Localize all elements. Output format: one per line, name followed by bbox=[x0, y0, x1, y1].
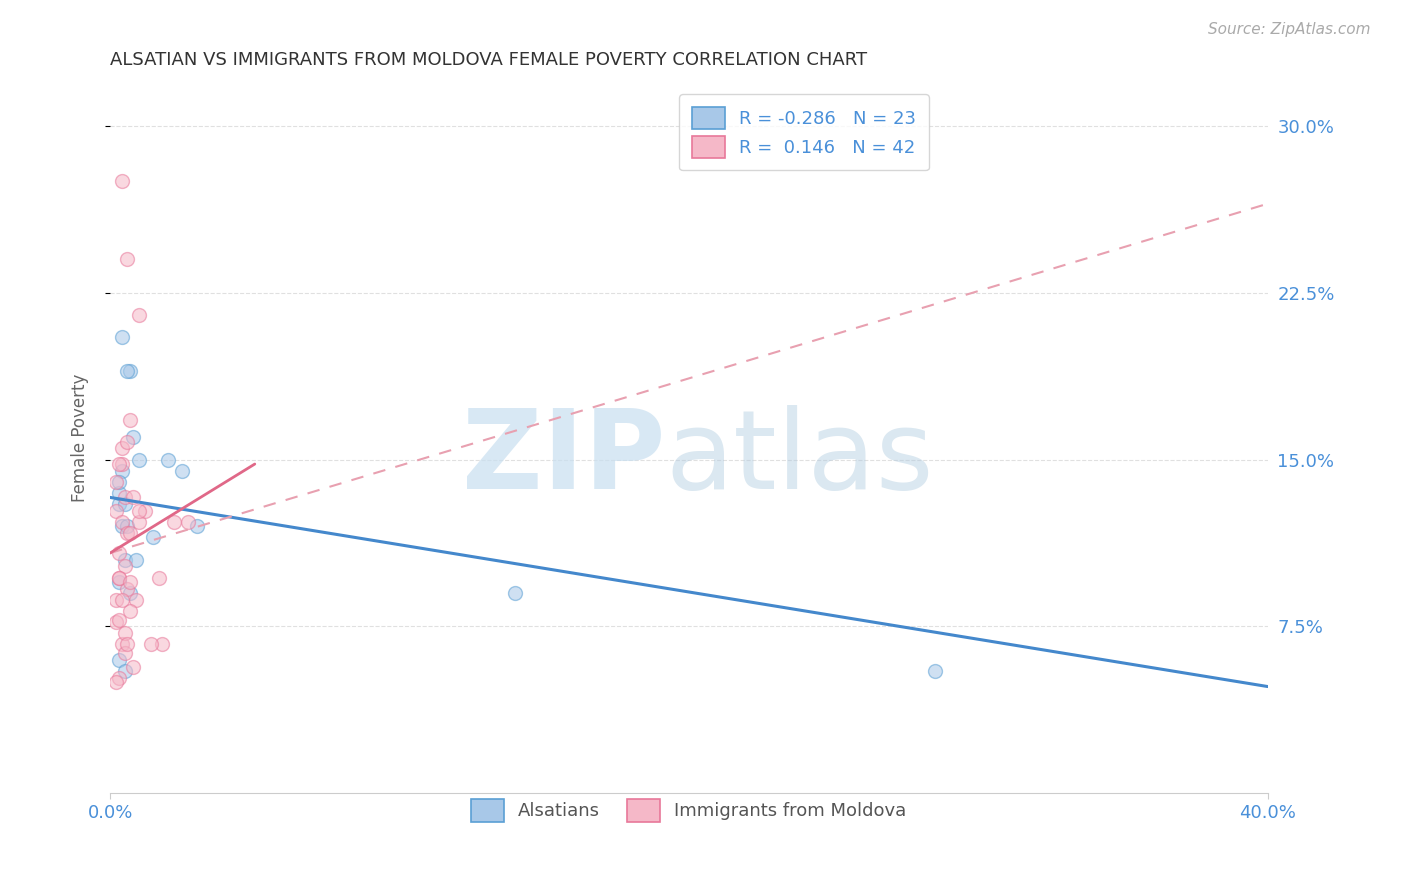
Text: Source: ZipAtlas.com: Source: ZipAtlas.com bbox=[1208, 22, 1371, 37]
Point bbox=[142, 531, 165, 545]
Point bbox=[120, 586, 142, 600]
Point bbox=[114, 626, 136, 640]
Point bbox=[107, 486, 129, 500]
Point bbox=[128, 452, 150, 467]
Point bbox=[111, 592, 134, 607]
Point bbox=[120, 526, 142, 541]
Point bbox=[924, 664, 946, 678]
Point bbox=[107, 570, 129, 584]
Point bbox=[117, 252, 139, 267]
Text: ZIP: ZIP bbox=[463, 405, 665, 512]
Point bbox=[104, 675, 127, 690]
Point bbox=[120, 574, 142, 589]
Point bbox=[111, 515, 134, 529]
Point bbox=[503, 586, 526, 600]
Point bbox=[111, 174, 134, 188]
Point bbox=[122, 430, 145, 444]
Point bbox=[114, 497, 136, 511]
Point bbox=[134, 504, 156, 518]
Point bbox=[150, 637, 173, 651]
Y-axis label: Female Poverty: Female Poverty bbox=[72, 373, 89, 501]
Point bbox=[111, 464, 134, 478]
Point bbox=[128, 504, 150, 518]
Point bbox=[139, 637, 162, 651]
Point bbox=[111, 330, 134, 344]
Point bbox=[122, 659, 145, 673]
Point bbox=[177, 515, 200, 529]
Point bbox=[122, 491, 145, 505]
Point bbox=[117, 363, 139, 377]
Point bbox=[104, 592, 127, 607]
Point bbox=[120, 412, 142, 426]
Point bbox=[117, 519, 139, 533]
Point bbox=[111, 442, 134, 456]
Point bbox=[163, 515, 186, 529]
Point bbox=[107, 546, 129, 560]
Point bbox=[117, 637, 139, 651]
Point bbox=[114, 664, 136, 678]
Point bbox=[107, 475, 129, 489]
Point bbox=[111, 637, 134, 651]
Point bbox=[148, 570, 170, 584]
Point bbox=[107, 653, 129, 667]
Point bbox=[125, 552, 148, 566]
Point bbox=[117, 434, 139, 449]
Point bbox=[156, 452, 179, 467]
Point bbox=[128, 515, 150, 529]
Point bbox=[186, 519, 208, 533]
Point bbox=[117, 526, 139, 541]
Point bbox=[125, 592, 148, 607]
Point bbox=[104, 615, 127, 629]
Point bbox=[107, 613, 129, 627]
Point bbox=[104, 504, 127, 518]
Point bbox=[128, 308, 150, 322]
Point bbox=[114, 491, 136, 505]
Point bbox=[104, 475, 127, 489]
Point bbox=[107, 457, 129, 471]
Legend: Alsatians, Immigrants from Moldova: Alsatians, Immigrants from Moldova bbox=[458, 787, 920, 834]
Point bbox=[107, 574, 129, 589]
Point bbox=[107, 570, 129, 584]
Point bbox=[117, 582, 139, 596]
Point bbox=[172, 464, 194, 478]
Point bbox=[120, 604, 142, 618]
Point bbox=[107, 497, 129, 511]
Point bbox=[111, 457, 134, 471]
Point bbox=[114, 646, 136, 660]
Text: ALSATIAN VS IMMIGRANTS FROM MOLDOVA FEMALE POVERTY CORRELATION CHART: ALSATIAN VS IMMIGRANTS FROM MOLDOVA FEMA… bbox=[110, 51, 868, 69]
Point bbox=[114, 552, 136, 566]
Point bbox=[111, 519, 134, 533]
Point bbox=[120, 363, 142, 377]
Point bbox=[107, 671, 129, 685]
Point bbox=[114, 559, 136, 574]
Text: atlas: atlas bbox=[665, 405, 934, 512]
